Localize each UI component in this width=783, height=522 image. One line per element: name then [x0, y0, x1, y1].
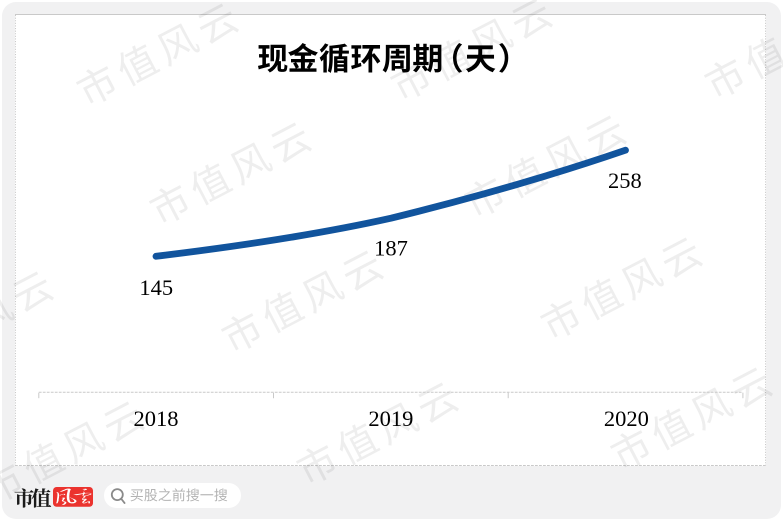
svg-text:2019: 2019: [368, 406, 413, 431]
svg-text:145: 145: [139, 275, 173, 300]
svg-text:2020: 2020: [604, 406, 649, 431]
svg-text:187: 187: [374, 235, 408, 260]
svg-text:2018: 2018: [134, 406, 179, 431]
svg-text:258: 258: [608, 168, 642, 193]
